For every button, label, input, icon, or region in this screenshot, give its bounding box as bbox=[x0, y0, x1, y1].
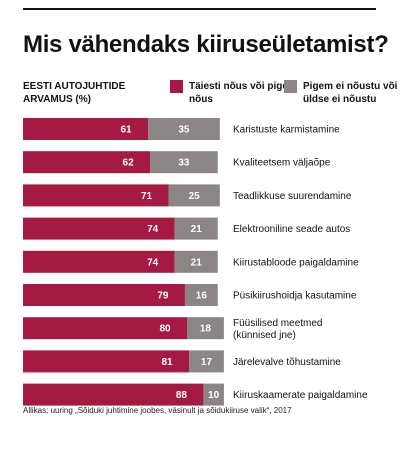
legend-label-agree: Täiesti nõus või pigem nõus bbox=[189, 81, 297, 105]
bar-disagree bbox=[150, 151, 218, 174]
value-label-disagree: 10 bbox=[208, 390, 220, 401]
bar-disagree bbox=[184, 284, 218, 306]
value-label-disagree: 21 bbox=[191, 224, 203, 235]
value-label-disagree: 35 bbox=[178, 125, 190, 136]
value-label-disagree: 17 bbox=[201, 357, 213, 368]
value-label-agree: 71 bbox=[141, 191, 153, 202]
value-label-disagree: 33 bbox=[178, 158, 190, 169]
category-label: Kiirustabloode paigaldamine bbox=[233, 257, 359, 268]
bar-agree bbox=[23, 284, 185, 306]
bar-agree bbox=[23, 317, 187, 340]
top-rule bbox=[23, 8, 376, 10]
bar-agree bbox=[23, 217, 175, 240]
bar-disagree bbox=[203, 383, 224, 406]
bar-disagree bbox=[174, 250, 218, 273]
category-label: Teadlikkuse suurendamine bbox=[233, 191, 352, 202]
category-label: (künnised jne) bbox=[233, 330, 296, 341]
value-label-agree: 74 bbox=[147, 257, 159, 268]
bar-agree bbox=[23, 250, 175, 273]
bar-agree bbox=[23, 151, 151, 174]
category-label: Järelevalve tõhustamine bbox=[233, 357, 341, 368]
bar-disagree bbox=[148, 118, 220, 140]
category-label: Püsikiirushoidja kasutamine bbox=[233, 291, 357, 302]
value-label-agree: 80 bbox=[159, 324, 171, 335]
value-label-agree: 74 bbox=[147, 224, 159, 235]
value-label-agree: 81 bbox=[161, 357, 173, 368]
bar-agree bbox=[23, 350, 190, 373]
bar-agree bbox=[23, 118, 149, 140]
chart-subtitle: EESTI AUTOJUHTIDE ARVAMUS (%) bbox=[23, 81, 126, 105]
category-label: Kvaliteetsem väljaõpe bbox=[233, 158, 331, 169]
category-label: Füüsilised meetmed bbox=[233, 318, 322, 329]
value-label-agree: 79 bbox=[157, 291, 169, 302]
value-label-disagree: 18 bbox=[200, 324, 212, 335]
bar-disagree bbox=[187, 317, 224, 340]
bar-disagree bbox=[189, 350, 224, 373]
bar-agree bbox=[23, 184, 169, 207]
value-label-agree: 62 bbox=[123, 158, 135, 169]
legend-item-agree: Täiesti nõus või pigem nõus bbox=[170, 80, 299, 106]
category-label: Kiiruskaamerate paigaldamine bbox=[233, 390, 368, 401]
value-label-agree: 61 bbox=[120, 125, 132, 136]
legend-swatch-agree bbox=[170, 80, 183, 93]
legend-item-disagree: Pigem ei nõustu või üldse ei nõustu bbox=[284, 80, 400, 106]
bar-disagree bbox=[174, 217, 218, 240]
source-note: Allikas: uuring „Sõiduki juhtimine joobe… bbox=[23, 406, 292, 415]
value-label-disagree: 21 bbox=[191, 257, 203, 268]
value-label-disagree: 16 bbox=[196, 291, 208, 302]
value-label-disagree: 25 bbox=[189, 191, 201, 202]
category-label: Karistuste karmistamine bbox=[233, 125, 340, 136]
bar-agree bbox=[23, 383, 204, 406]
category-label: Elektrooniline seade autos bbox=[233, 224, 350, 235]
legend-label-disagree: Pigem ei nõustu või üldse ei nõustu bbox=[303, 81, 398, 105]
bar-disagree bbox=[168, 184, 220, 207]
chart-title: Mis vähendaks kiiruseületamist? bbox=[23, 31, 389, 58]
legend-swatch-disagree bbox=[284, 80, 297, 93]
value-label-agree: 88 bbox=[176, 390, 188, 401]
